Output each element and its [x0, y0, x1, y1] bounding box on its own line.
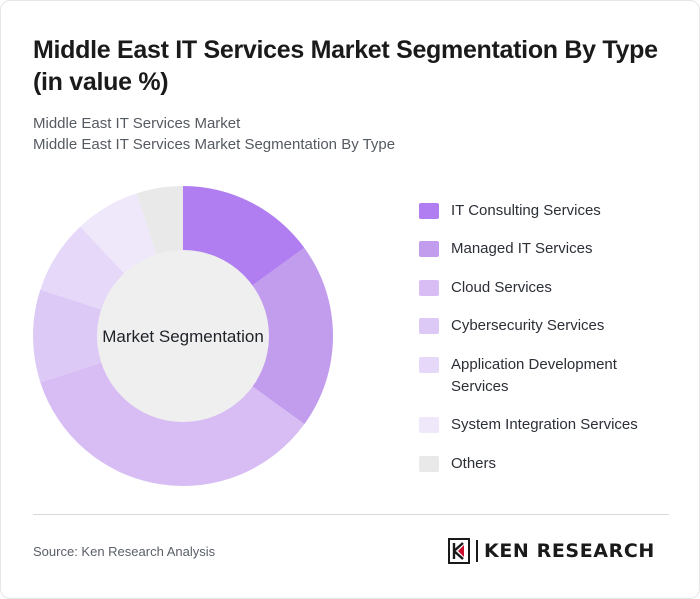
legend-swatch [419, 241, 439, 257]
legend-label: Cloud Services [451, 279, 552, 296]
legend-swatch [419, 280, 439, 296]
legend-label: System Integration Services [451, 416, 638, 433]
legend-label: Managed IT Services [451, 240, 593, 257]
footer-divider [33, 514, 669, 515]
legend-swatch [419, 203, 439, 219]
legend-swatch [419, 456, 439, 472]
breadcrumb-segmentation: Middle East IT Services Market Segmentat… [33, 136, 396, 153]
breadcrumb-market: Middle East IT Services Market [33, 115, 241, 132]
chart-title: Middle East IT Services Market Segmentat… [33, 36, 658, 96]
logo-text: KEN RESEARCH [484, 540, 655, 562]
legend-swatch [419, 417, 439, 433]
ken-research-logo: KEN RESEARCH [448, 537, 655, 565]
legend-label: Others [451, 455, 497, 472]
donut-hole [97, 250, 269, 422]
legend-label: Cybersecurity Services [451, 317, 605, 334]
ken-research-k-logo-icon [448, 538, 470, 564]
legend-item[interactable]: Application Development Services [419, 354, 679, 398]
legend-item[interactable]: Others [419, 453, 679, 475]
donut-center-label: Market Segmentation [102, 327, 264, 346]
legend-label: Application Development Services [451, 356, 617, 395]
legend-swatch [419, 318, 439, 334]
legend-item[interactable]: Cloud Services [419, 277, 679, 299]
legend-item[interactable]: IT Consulting Services [419, 200, 679, 222]
legend-item[interactable]: Managed IT Services [419, 238, 679, 260]
source-note: Source: Ken Research Analysis [33, 544, 216, 559]
legend-item[interactable]: System Integration Services [419, 414, 679, 436]
legend-item[interactable]: Cybersecurity Services [419, 315, 679, 337]
legend-label: IT Consulting Services [451, 202, 601, 219]
donut-chart: Market Segmentation [32, 186, 333, 486]
legend-swatch [419, 357, 439, 373]
logo-separator [476, 540, 478, 562]
